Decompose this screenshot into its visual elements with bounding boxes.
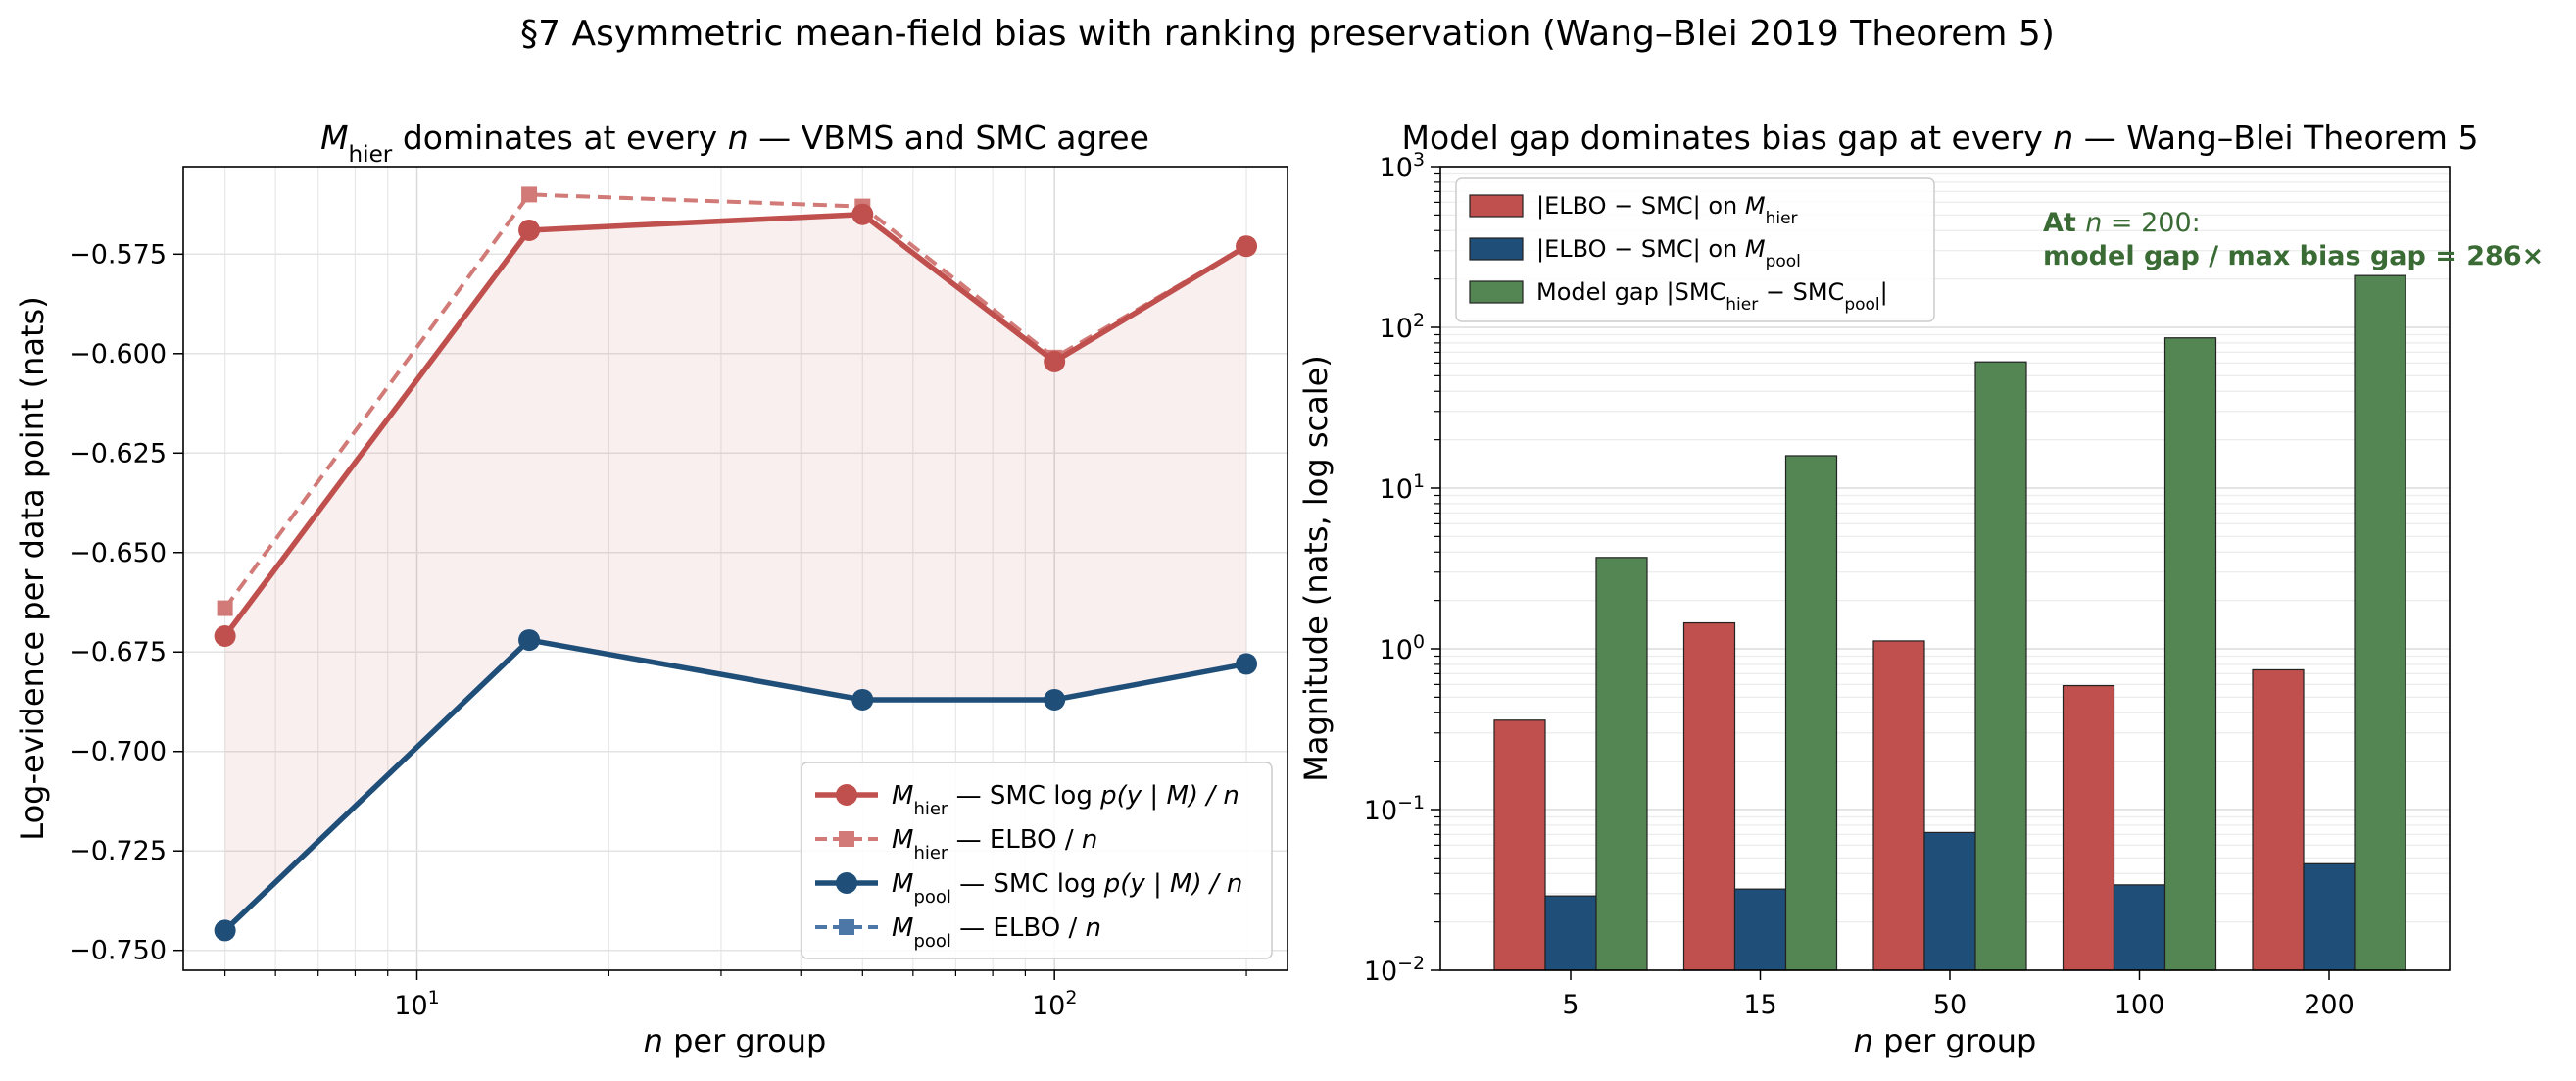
- right-x-axis-label: n per group: [1854, 1022, 2037, 1059]
- right-legend-entry: Model gap |SMChier​ − SMCpool​|: [1469, 278, 1888, 315]
- left-legend-entry: Mhier​ — ELBO / n: [815, 825, 1097, 863]
- x-tick-label: 101: [394, 987, 439, 1021]
- legend-label: Mpool​ — ELBO / n: [892, 913, 1101, 952]
- legend-marker: [839, 831, 854, 847]
- left-dominance-shading: [224, 214, 1247, 931]
- y-tick-label: 101: [1380, 470, 1425, 505]
- y-tick-label: −0.600: [69, 339, 167, 369]
- series-pool-smc: [214, 629, 1258, 942]
- figure-suptitle: §7 Asymmetric mean-field bias with ranki…: [520, 14, 2055, 54]
- left-x-axis-label: n per group: [644, 1022, 827, 1059]
- left-legend-frame: [801, 762, 1273, 959]
- legend-label: Mhier​ — ELBO / n: [892, 825, 1097, 863]
- right-bar-chart: Model gap dominates bias gap at every n …: [1297, 119, 2544, 1059]
- y-tick-label: −0.625: [69, 438, 167, 468]
- x-tick-label: 15: [1743, 990, 1776, 1020]
- y-tick-label: 103: [1380, 149, 1425, 183]
- left-axis-ticks: 101 102 −0.575 −0.600 −0.625 −0.650 −0.675 −0.7…: [69, 239, 1247, 1021]
- legend-swatch: [1469, 280, 1524, 304]
- data-point: [521, 186, 538, 203]
- data-point: [217, 600, 233, 616]
- bar-model-gap: [2163, 337, 2217, 971]
- data-point: [851, 688, 874, 711]
- x-tick-label: 50: [1933, 990, 1967, 1020]
- data-point: [1236, 653, 1258, 675]
- data-point: [214, 919, 236, 942]
- left-series-group: [214, 186, 1258, 942]
- right-annotation: At n = 200:model gap / max bias gap = 28…: [2043, 208, 2544, 271]
- left-line-chart: Mhier​ dominates at every n — VBMS and S…: [14, 119, 1288, 1059]
- bar-model-gap: [1784, 455, 1838, 971]
- left-legend-entry: Mpool​ — SMC log p(y | M) / n: [815, 869, 1242, 908]
- bar-pool-bias: [2113, 884, 2166, 971]
- bar-pool-bias: [1923, 831, 1976, 971]
- right-axis-ticks: 10−2 10−1 100 101 102 103 5 15 50 100 200: [1364, 149, 2355, 1020]
- y-tick-label: −0.725: [69, 836, 167, 866]
- bar-hier-bias: [2252, 668, 2305, 971]
- right-bars-group: [1493, 274, 2406, 971]
- y-tick-label: 10−1: [1364, 792, 1425, 826]
- data-point: [1236, 235, 1258, 258]
- bar-model-gap: [1974, 361, 2027, 971]
- bar-hier-bias: [1872, 640, 1925, 971]
- annotation-line-1: At n = 200:: [2043, 208, 2201, 238]
- left-plot-frame: [182, 166, 1288, 971]
- left-chart-title: Mhier​ dominates at every n — VBMS and S…: [320, 119, 1149, 168]
- data-point: [518, 629, 541, 652]
- bar-model-gap: [2354, 274, 2406, 971]
- right-y-axis-label: Magnitude (nats, log scale): [1297, 355, 1335, 782]
- left-legend-entry: Mpool​ — ELBO / n: [815, 913, 1101, 952]
- left-legend: Mhier​ — SMC log p(y | M) / n Mhier​ — EL…: [801, 762, 1273, 959]
- legend-label: Model gap |SMChier​ − SMCpool​|: [1536, 278, 1888, 315]
- legend-marker: [839, 919, 854, 935]
- y-tick-label: −0.575: [69, 239, 167, 270]
- legend-marker: [836, 784, 857, 806]
- data-point: [518, 219, 541, 241]
- legend-label: Mhier​ — SMC log p(y | M) / n: [892, 781, 1239, 819]
- bar-hier-bias: [1493, 719, 1546, 971]
- shaded-region: [224, 214, 1247, 931]
- y-tick-label: 100: [1380, 631, 1425, 665]
- data-point: [214, 625, 236, 648]
- x-tick-label: 5: [1562, 990, 1579, 1020]
- data-point: [1044, 350, 1066, 372]
- legend-swatch: [1469, 237, 1524, 261]
- x-tick-label: 100: [2114, 990, 2165, 1020]
- bar-pool-bias: [1544, 895, 1597, 971]
- x-tick-label: 102: [1032, 987, 1077, 1021]
- left-legend-entry: Mhier​ — SMC log p(y | M) / n: [815, 781, 1239, 819]
- legend-label: |ELBO − SMC| on Mpool: [1536, 235, 1801, 271]
- y-tick-label: −0.700: [69, 737, 167, 767]
- right-chart-title: Model gap dominates bias gap at every n …: [1402, 119, 2479, 157]
- data-point: [1044, 688, 1066, 711]
- right-legend-entry: |ELBO − SMC| on Mhier: [1469, 192, 1798, 228]
- y-tick-label: 10−2: [1364, 953, 1425, 987]
- y-tick-label: −0.750: [69, 936, 167, 966]
- x-tick-label: 200: [2304, 990, 2355, 1020]
- bar-hier-bias: [1682, 621, 1736, 971]
- right-legend-frame: [1455, 177, 1935, 322]
- bar-pool-bias: [1733, 888, 1787, 971]
- y-tick-label: 102: [1380, 310, 1425, 344]
- series-hier-smc: [214, 203, 1258, 648]
- y-tick-label: −0.650: [69, 538, 167, 568]
- bar-hier-bias: [2062, 684, 2115, 971]
- legend-label: |ELBO − SMC| on Mhier: [1536, 192, 1798, 228]
- right-plot-frame: [1439, 166, 2451, 971]
- right-legend: |ELBO − SMC| on Mhier |ELBO − SMC| on Mpo…: [1455, 177, 1935, 322]
- legend-swatch: [1469, 194, 1524, 218]
- legend-label: Mpool​ — SMC log p(y | M) / n: [892, 869, 1242, 908]
- bar-model-gap: [1595, 557, 1648, 971]
- annotation-line-2: model gap / max bias gap = 286×: [2043, 241, 2544, 271]
- bar-pool-bias: [2303, 862, 2356, 971]
- legend-marker: [836, 872, 857, 894]
- right-legend-entry: |ELBO − SMC| on Mpool: [1469, 235, 1801, 271]
- left-y-axis-label: Log-evidence per data point (nats): [14, 296, 51, 840]
- y-tick-label: −0.675: [69, 637, 167, 667]
- data-point: [851, 203, 874, 225]
